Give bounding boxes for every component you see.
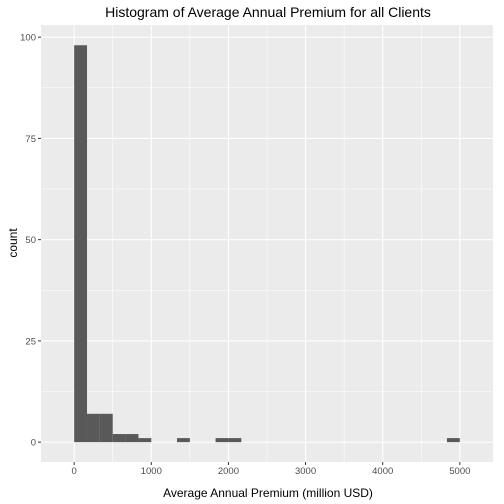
x-tick-label: 4000	[372, 466, 393, 477]
x-tick-label: 0	[72, 466, 77, 477]
minor-gridlines	[41, 25, 493, 462]
x-tick-label: 5000	[449, 466, 470, 477]
y-tick-label: 25	[25, 336, 36, 347]
y-tick-label: 0	[31, 438, 36, 449]
histogram-bar	[177, 438, 190, 443]
x-axis: 0 1000 2000 3000 4000 5000	[72, 462, 470, 477]
x-tick-label: 2000	[218, 466, 239, 477]
y-tick-label: 100	[20, 33, 36, 44]
histogram-bar	[125, 434, 139, 443]
y-tick-label: 50	[25, 235, 36, 246]
histogram-bar	[112, 434, 126, 443]
y-tick-label: 75	[25, 134, 36, 145]
histogram-bar	[87, 413, 100, 443]
x-tick-label: 1000	[141, 466, 162, 477]
histogram-bar	[228, 438, 242, 443]
histogram-bar	[99, 413, 113, 443]
y-axis: 0 25 50 75 100	[20, 33, 41, 449]
chart-title: Histogram of Average Annual Premium for …	[105, 4, 431, 20]
x-axis-title: Average Annual Premium (million USD)	[163, 486, 373, 500]
x-tick-label: 3000	[295, 466, 316, 477]
histogram-bar	[446, 438, 460, 443]
histogram-bar	[74, 45, 88, 443]
y-axis-title: count	[6, 228, 20, 258]
histogram-bars	[74, 45, 460, 443]
histogram-bar	[215, 438, 229, 443]
histogram-bar	[138, 438, 152, 443]
